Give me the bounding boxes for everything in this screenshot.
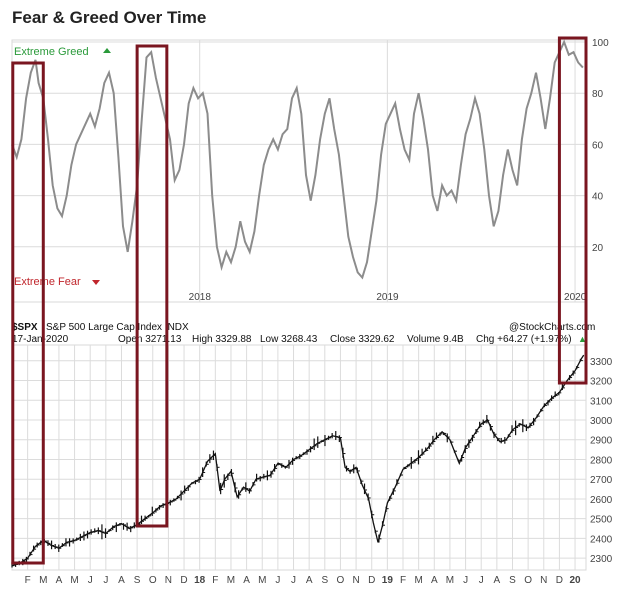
spx-x-tick-label: M: [446, 575, 454, 586]
spx-x-tick-label: O: [149, 575, 157, 586]
spx-x-tick-label: O: [524, 575, 532, 586]
spx-x-tick-label: F: [25, 575, 31, 586]
spx-price-line: [11, 354, 585, 567]
spx-x-tick-label: O: [337, 575, 345, 586]
spx-y-tick-label: 2400: [590, 534, 613, 545]
spx-x-tick-label: A: [431, 575, 438, 586]
spx-x-tick-label: F: [400, 575, 406, 586]
spx-x-tick-label: J: [103, 575, 108, 586]
spx-x-tick-label: M: [258, 575, 266, 586]
highlight-boxes: [11, 36, 588, 565]
spx-open: Open 3271.13: [118, 334, 182, 345]
spx-close: Close 3329.62: [330, 334, 395, 345]
spx-date: 17-Jan-2020: [12, 334, 69, 345]
spx-low: Low 3268.43: [260, 334, 318, 345]
spx-x-tick-label: N: [352, 575, 359, 586]
spx-y-tick-label: 3000: [590, 416, 613, 427]
spx-x-tick-label: J: [479, 575, 484, 586]
spx-x-tick-label: 20: [569, 575, 581, 586]
spx-symbol: $SPX: [12, 322, 38, 333]
spx-x-tick-label: A: [306, 575, 313, 586]
spx-x-tick-label: A: [56, 575, 63, 586]
spx-frame: [11, 344, 587, 571]
chart-title: Fear & Greed Over Time: [12, 8, 207, 27]
fg-y-tick-label: 100: [592, 38, 609, 49]
extreme-greed-label: Extreme Greed: [14, 46, 89, 58]
fg-x-tick-label: 2018: [189, 292, 212, 303]
fg-x-tick-label: 2019: [376, 292, 399, 303]
greed-up-arrow-icon: [103, 48, 111, 53]
spx-x-tick-label: N: [165, 575, 172, 586]
spx-header: $SPX S&P 500 Large Cap Index INDX @Stock…: [12, 322, 595, 345]
spx-x-tick-label: S: [134, 575, 141, 586]
highlight-box: [557, 36, 588, 385]
spx-change: Chg +64.27 (+1.97%): [476, 334, 572, 345]
spx-x-tick-label: D: [368, 575, 375, 586]
fg-y-tick-label: 20: [592, 243, 604, 254]
spx-y-tick-label: 2500: [590, 515, 613, 526]
spx-x-tick-label: A: [494, 575, 501, 586]
spx-description: S&P 500 Large Cap Index INDX: [46, 322, 189, 333]
spx-x-tick-label: A: [243, 575, 250, 586]
fear-greed-panel: 20 40 60 80 100 2018 2019 2020 Extreme Greed E…: [11, 38, 609, 303]
change-up-arrow-icon: ▲: [578, 334, 587, 344]
spx-y-tick-label: 2600: [590, 495, 613, 506]
spx-x-tick-label: J: [463, 575, 468, 586]
highlight-box: [11, 61, 45, 565]
spx-volume: Volume 9.4B: [407, 334, 464, 345]
fear-greed-series-line: [11, 39, 584, 280]
highlight-box: [135, 44, 169, 528]
spx-y-tick-label: 2800: [590, 455, 613, 466]
stockcharts-source: @StockCharts.com: [509, 322, 595, 333]
spx-x-tick-label: S: [321, 575, 328, 586]
fg-y-tick-label: 80: [592, 89, 604, 100]
spx-x-tick-label: M: [39, 575, 47, 586]
spx-x-tick-label: D: [556, 575, 563, 586]
spx-x-tick-label: A: [118, 575, 125, 586]
spx-y-tick-label: 2700: [590, 475, 613, 486]
spx-x-tick-label: M: [227, 575, 235, 586]
fg-y-tick-label: 40: [592, 192, 604, 203]
spx-panel: 2300 2400 2500 2600 2700 2800 2900 3000 3100 3200…: [11, 344, 613, 586]
spx-y-tick-label: 3100: [590, 396, 613, 407]
spx-x-tick-label: 18: [194, 575, 206, 586]
spx-x-tick-label: J: [275, 575, 280, 586]
spx-x-tick-label: D: [180, 575, 187, 586]
spx-high: High 3329.88: [192, 334, 252, 345]
spx-x-tick-label: J: [88, 575, 93, 586]
spx-x-tick-label: J: [291, 575, 296, 586]
spx-y-tick-label: 3300: [590, 357, 613, 368]
spx-x-tick-label: M: [70, 575, 78, 586]
fg-y-tick-label: 60: [592, 140, 604, 151]
spx-x-tick-label: 19: [382, 575, 394, 586]
extreme-fear-label: Extreme Fear: [14, 276, 81, 288]
spx-y-tick-label: 2300: [590, 554, 613, 565]
fear-greed-frame: [11, 39, 587, 303]
fear-down-arrow-icon: [92, 280, 100, 285]
fg-x-tick-label: 2020: [564, 292, 587, 303]
spx-x-tick-label: S: [509, 575, 516, 586]
spx-x-tick-label: N: [540, 575, 547, 586]
spx-y-tick-label: 3200: [590, 377, 613, 388]
spx-y-tick-label: 2900: [590, 436, 613, 447]
spx-x-tick-label: F: [212, 575, 218, 586]
spx-x-tick-label: M: [414, 575, 422, 586]
